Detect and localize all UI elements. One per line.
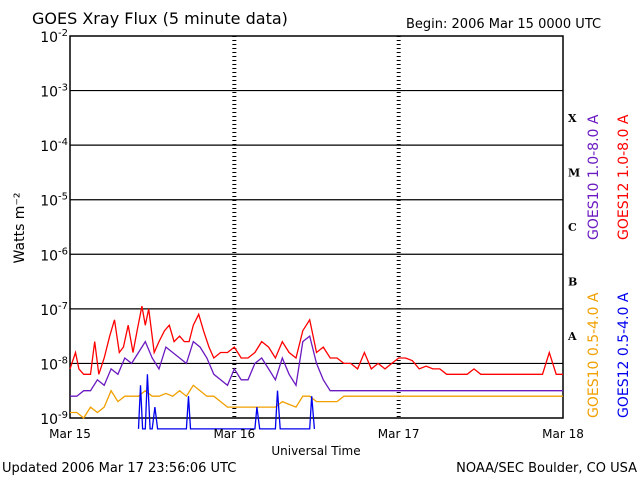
credit-text: NOAA/SEC Boulder, CO USA [456,461,637,476]
series-line [70,384,563,419]
flare-class-label: M [568,166,580,179]
flare-class-label: B [568,276,577,289]
y-tick-label: 10-5 [40,192,68,210]
flare-class-label: C [568,221,577,234]
y-axis-label: Watts m⁻² [12,193,28,264]
updated-timestamp: Updated 2006 Mar 17 23:56:06 UTC [2,461,236,476]
x-tick-label: Mar 18 [542,427,584,441]
x-axis-label: Universal Time [271,444,360,458]
flare-class-label: X [568,112,577,125]
series-group [69,305,563,430]
y-tick-label: 10-3 [40,83,68,101]
series-line [137,374,316,430]
y-axis-tick-labels: 10-2 10-3 10-4 10-5 10-6 10-7 10-8 10-9 [40,28,68,428]
y-tick-label: 10-7 [40,301,68,319]
series-line [69,305,563,375]
y-tick-label: 10-6 [40,246,68,264]
legend-goes12-long: GOES12 1.0-8.0 A [616,114,632,240]
x-tick-label: Mar 17 [378,427,420,441]
legend-goes12-short: GOES12 0.5-4.0 A [616,292,632,418]
x-tick-label: Mar 16 [213,427,255,441]
chart-title: GOES Xray Flux (5 minute data) [32,9,288,28]
x-tick-label: Mar 15 [49,427,91,441]
x-axis-tick-labels: Mar 15 Mar 16 Mar 17 Mar 18 [49,427,584,441]
flare-class-labels: X M C B A [567,112,580,343]
y-tick-label: 10-4 [40,137,68,155]
y-tick-label: 10-2 [40,28,68,46]
legend-goes10-long: GOES10 1.0-8.0 A [586,114,602,240]
y-tick-label: 10-8 [40,355,68,373]
grid-lines [70,89,563,365]
legend-goes10-short: GOES10 0.5-4.0 A [586,292,602,418]
plot-area [69,35,564,430]
flare-class-label: A [567,330,577,343]
begin-time: Begin: 2006 Mar 15 0000 UTC [406,17,601,32]
plot-frame [69,35,564,419]
y-tick-label: 10-9 [40,410,68,428]
series-line [70,334,563,397]
